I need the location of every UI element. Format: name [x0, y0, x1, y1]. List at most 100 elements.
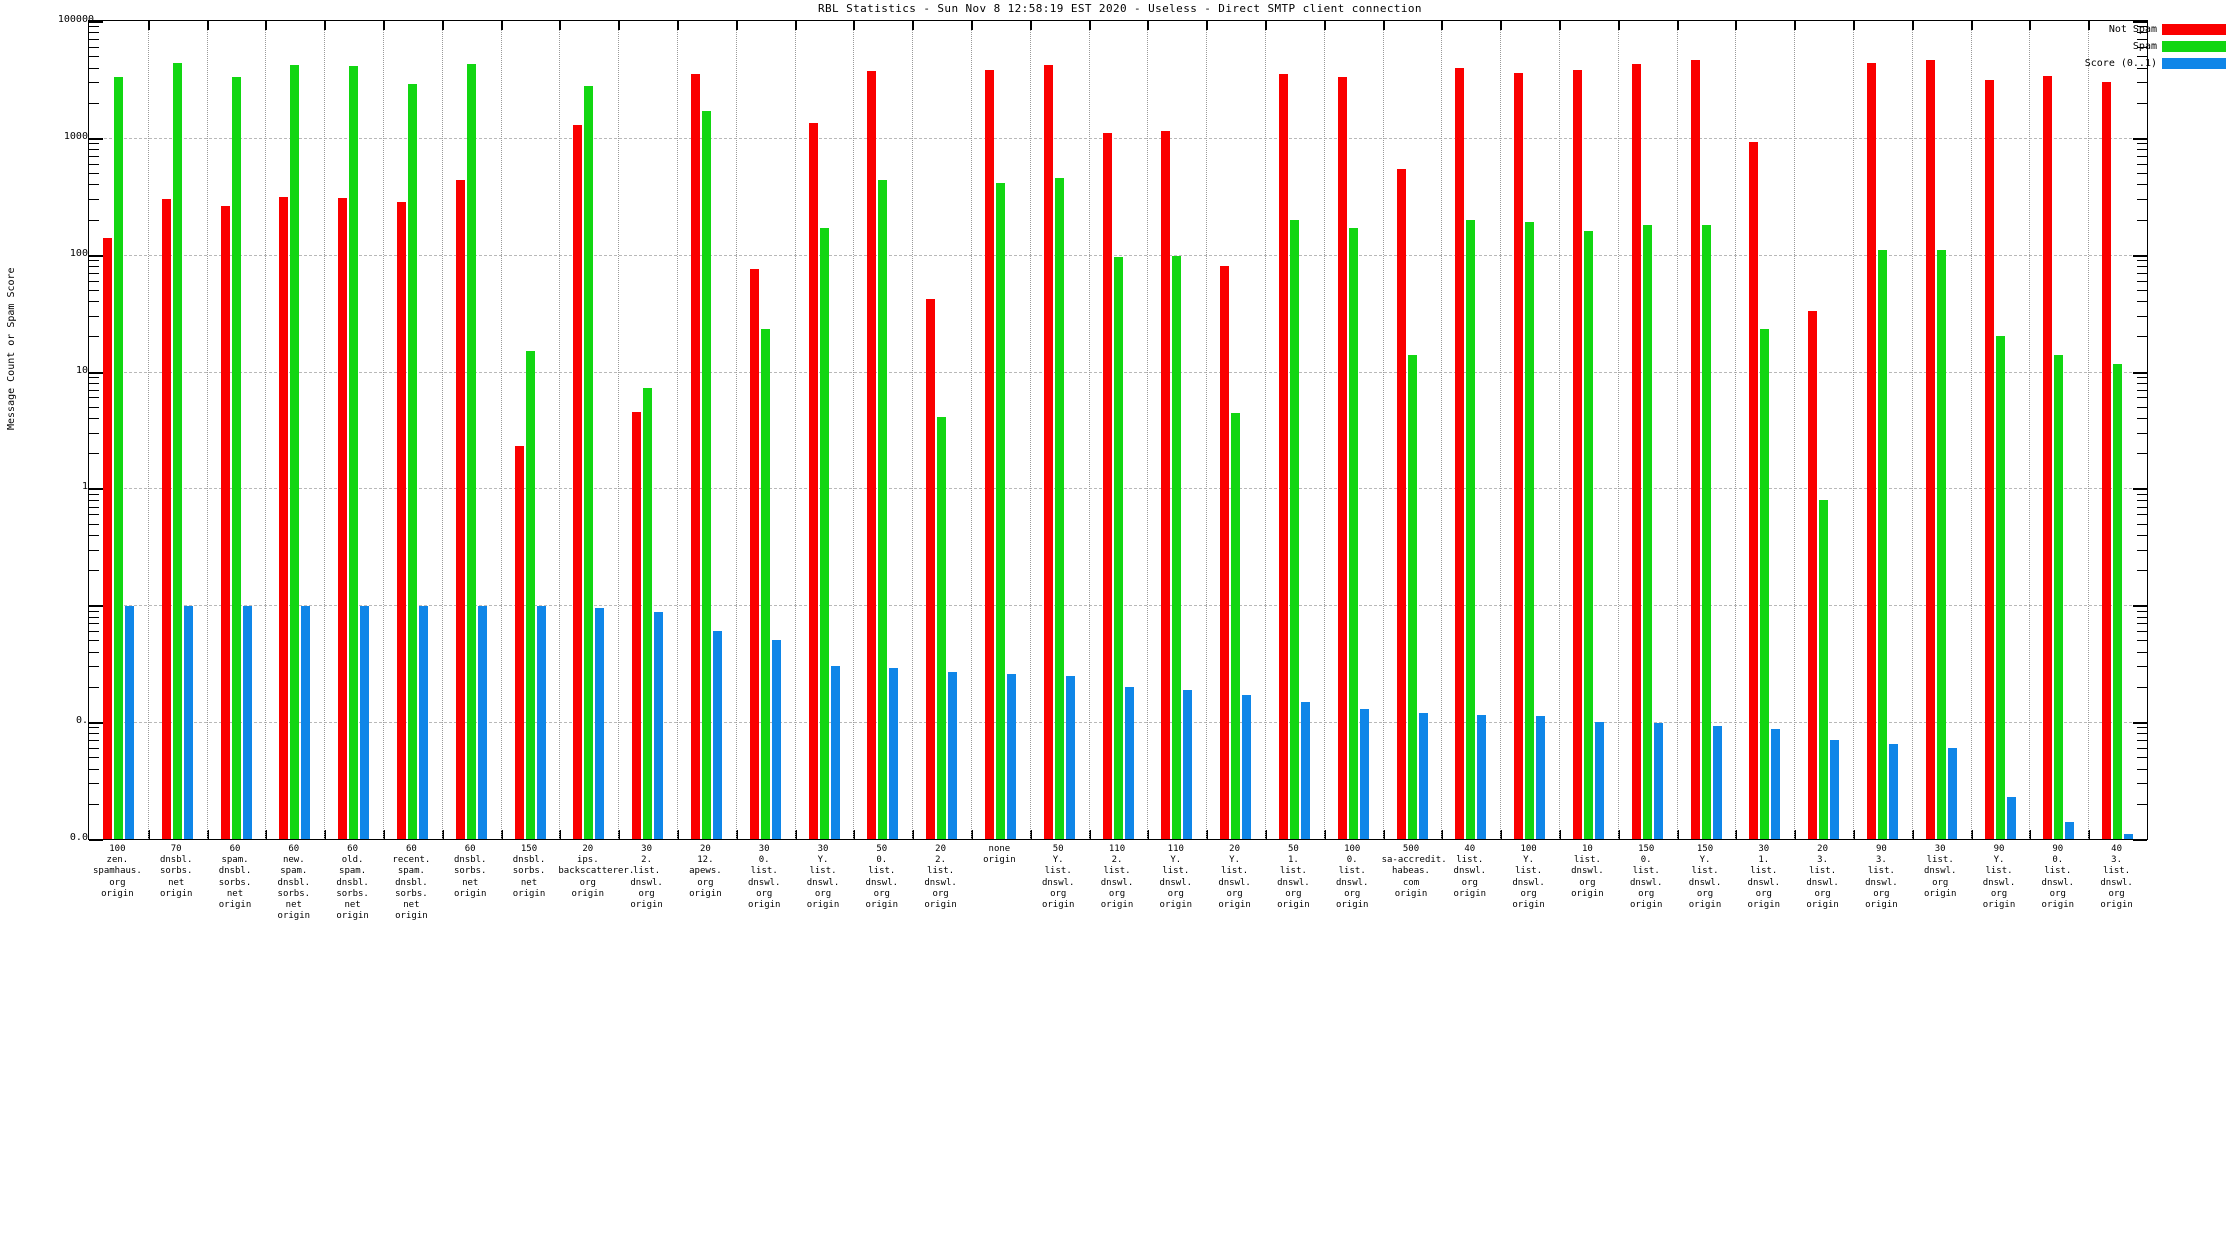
- x-tick-label-line: 0.: [1640, 855, 1652, 866]
- bar-score-0-1: [948, 671, 958, 839]
- x-tick-label-line: dnswl.: [1335, 877, 1369, 888]
- x-tick-label-line: Y.: [1993, 855, 2005, 866]
- bar-not-spam: [2102, 82, 2112, 839]
- bar-spam: [1877, 249, 1887, 839]
- x-tick-label-line: org: [1108, 888, 1126, 899]
- x-tick-label-line: com: [1402, 877, 1420, 888]
- y-minor-tick: [2137, 493, 2147, 495]
- x-tick-label-line: Y.: [1229, 855, 1240, 866]
- legend: Not Spam Spam Score (0..1): [2016, 22, 2226, 73]
- x-tick: [1441, 21, 1444, 30]
- x-tick-label-line: 30: [1758, 844, 1770, 854]
- x-tick-label-line: list.: [1456, 855, 1484, 866]
- legend-label: Score (0..1): [2084, 58, 2157, 69]
- x-tick-label-line: list.: [1632, 866, 1660, 877]
- x-tick-label-line: org: [109, 877, 126, 888]
- x-tick-label-line: list.: [633, 866, 661, 877]
- y-minor-tick: [2137, 26, 2147, 28]
- y-major-tick: [2133, 21, 2147, 23]
- bar-spam: [231, 76, 241, 839]
- x-tick-label-line: origin: [865, 900, 899, 911]
- y-tick-label: 10: [24, 481, 94, 492]
- y-minor-tick: [89, 803, 99, 805]
- x-tick: [1676, 830, 1679, 839]
- x-grid-dotted: [1088, 30, 1090, 839]
- bar-spam: [584, 85, 594, 839]
- bar-spam: [937, 416, 947, 839]
- x-tick-label: 40 3. list. dnswl. org origin: [2087, 844, 2146, 911]
- bar-not-spam: [749, 269, 759, 839]
- bar-score-0-1: [889, 668, 899, 839]
- y-major-tick: [89, 254, 103, 257]
- x-tick-label-line: net: [226, 888, 244, 899]
- x-tick-label-line: dnsbl.: [453, 855, 487, 866]
- x-tick-label-line: org: [697, 877, 714, 888]
- y-minor-tick: [2137, 514, 2147, 516]
- y-minor-tick: [89, 651, 99, 653]
- y-minor-tick: [2137, 757, 2147, 759]
- x-tick-label-line: origin: [1218, 900, 1251, 911]
- x-tick-label-line: origin: [1159, 900, 1193, 911]
- bar-score-0-1: [2065, 821, 2075, 839]
- x-tick: [912, 830, 915, 839]
- x-tick: [2029, 21, 2032, 30]
- x-tick-label-line: sorbs.: [159, 866, 193, 877]
- y-minor-tick: [89, 783, 99, 785]
- x-tick-label-line: 90: [2052, 844, 2064, 854]
- x-tick-label-line: dnswl.: [1865, 877, 1898, 888]
- x-tick: [1029, 830, 1032, 839]
- x-tick-label: 70 dnsbl. sorbs. net origin: [147, 844, 206, 900]
- y-minor-tick: [2137, 748, 2147, 750]
- bar-score-0-1: [1830, 740, 1840, 839]
- bar-not-spam: [1808, 310, 1818, 839]
- x-tick-label-line: 30: [641, 844, 652, 854]
- x-tick: [1853, 830, 1855, 839]
- y-minor-tick: [2137, 280, 2147, 282]
- bar-score-0-1: [1418, 712, 1428, 839]
- y-minor-tick: [89, 623, 99, 625]
- x-tick-label-line: 20: [935, 844, 946, 854]
- y-minor-tick: [2137, 686, 2147, 688]
- x-tick-label: 100 zen. spamhaus. org origin: [88, 844, 147, 900]
- y-major-tick: [89, 605, 103, 608]
- x-tick-label-line: net: [520, 877, 538, 888]
- x-tick-label-line: dnswl.: [1159, 877, 1193, 888]
- y-minor-tick: [89, 376, 99, 378]
- x-tick-label: 60 spam. dnsbl. sorbs. net origin: [206, 844, 265, 911]
- y-minor-tick: [89, 266, 99, 268]
- x-tick-label-line: net: [462, 877, 479, 888]
- x-tick-label-line: dnswl.: [865, 877, 899, 888]
- x-tick: [1735, 830, 1738, 839]
- y-major-tick: [2133, 605, 2147, 608]
- bar-spam: [878, 179, 888, 839]
- x-tick-label-line: net: [285, 900, 302, 911]
- x-tick: [559, 21, 562, 30]
- y-minor-tick: [89, 549, 99, 551]
- x-tick: [441, 830, 444, 839]
- bar-not-spam: [102, 237, 112, 839]
- y-minor-tick: [2137, 453, 2147, 455]
- y-minor-tick: [89, 453, 99, 455]
- x-tick-label-line: origin: [159, 888, 193, 899]
- x-tick: [1147, 21, 1150, 30]
- y-minor-tick: [2137, 623, 2147, 625]
- x-tick-label: 30 0. list. dnswl. org origin: [735, 844, 794, 911]
- y-minor-tick: [89, 534, 99, 536]
- x-grid-dotted: [912, 30, 914, 839]
- bar-score-0-1: [830, 666, 840, 839]
- bar-score-0-1: [1536, 716, 1546, 839]
- bar-score-0-1: [536, 605, 546, 839]
- x-tick: [1265, 21, 1267, 30]
- x-tick-label-line: 30: [1934, 844, 1946, 854]
- x-tick: [1970, 21, 1973, 30]
- x-tick-label-line: list.: [1103, 866, 1131, 877]
- bar-spam: [1642, 224, 1652, 839]
- x-tick-label: 60 old. spam. dnsbl. sorbs. net origin: [323, 844, 382, 922]
- x-tick-label-line: dnswl.: [1571, 866, 1604, 877]
- x-tick-label-line: sorbs.: [512, 866, 546, 877]
- y-minor-tick: [2137, 376, 2147, 378]
- x-tick-label-line: 30: [817, 844, 829, 854]
- x-tick-label-line: origin: [630, 900, 663, 911]
- x-tick-label-line: org: [1226, 888, 1243, 899]
- x-tick-label: 50 Y. list. dnswl. org origin: [1029, 844, 1088, 911]
